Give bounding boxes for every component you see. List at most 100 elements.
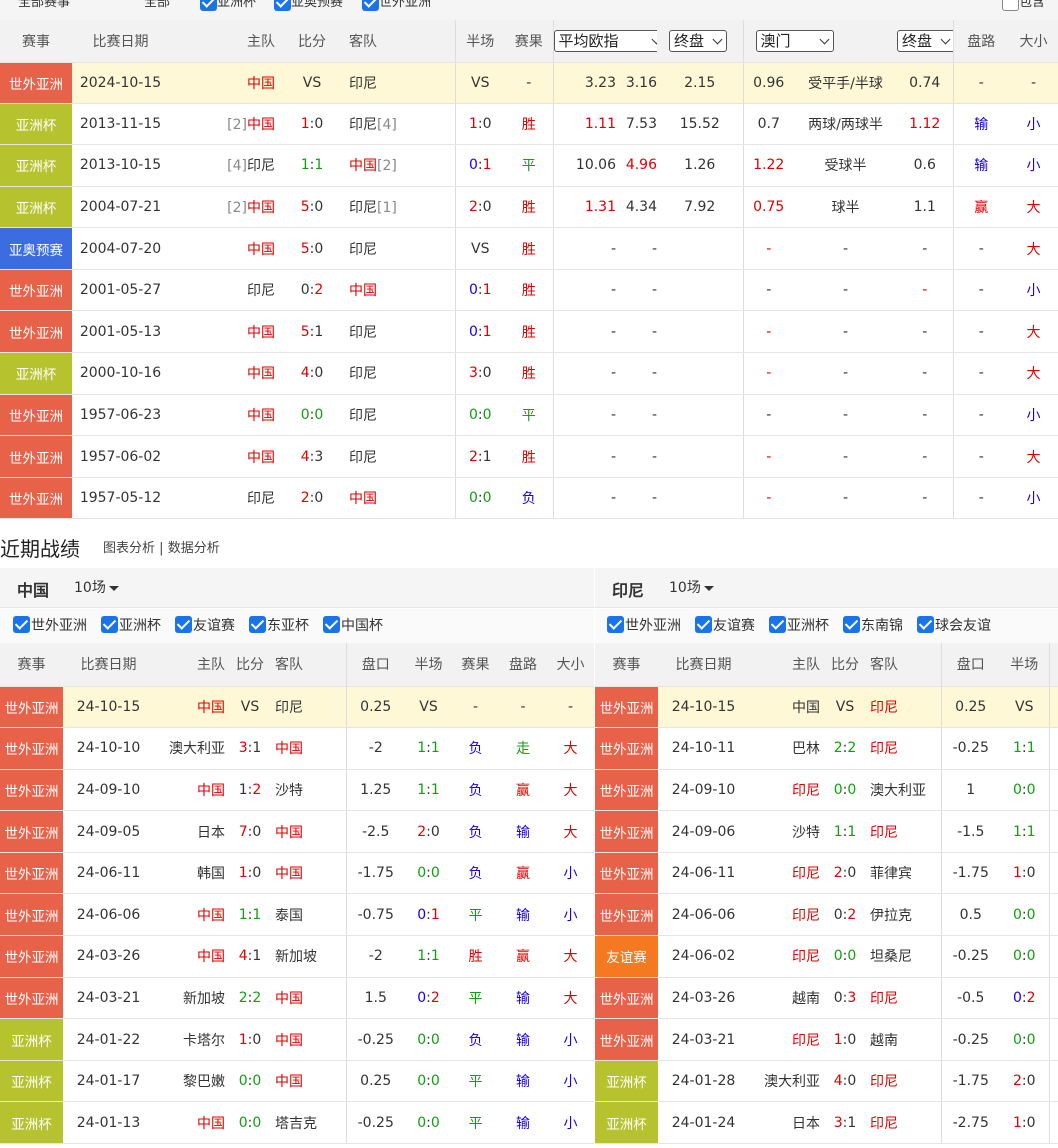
home-team[interactable]: 日本 xyxy=(197,824,225,841)
filter-all-leagues[interactable]: 全部赛事 xyxy=(18,0,71,10)
away-team[interactable]: 伊拉克 xyxy=(870,907,912,924)
away-team[interactable]: 印尼 xyxy=(870,824,898,841)
recent-row[interactable]: 世外亚洲 24-10-15 中国 VS 印尼 0.25 VS xyxy=(595,686,1058,729)
h2h-row[interactable]: 亚洲杯 2004-07-21 [2]中国 5:0 印尼[1] 2:0 胜 1.31 4.34 7.… xyxy=(0,186,1058,229)
checkbox-checked-icon[interactable] xyxy=(917,616,934,633)
data-analysis-link[interactable]: 数据分析 xyxy=(167,541,220,556)
h2h-row[interactable]: 亚奥预赛 2004-07-20 中国 5:0 印尼 VS 胜 - - - - - - 大 xyxy=(0,227,1058,270)
h2h-row[interactable]: 世外亚洲 2001-05-27 印尼 0:2 中国 0:1 胜 - - - - - - 小 xyxy=(0,269,1058,312)
checkbox-unchecked-icon[interactable] xyxy=(1002,0,1019,11)
home-team[interactable]: 中国 xyxy=(197,1115,225,1132)
home-team[interactable]: 印尼 xyxy=(792,1032,820,1049)
away-team[interactable]: 中国 xyxy=(275,1032,303,1049)
checkbox-checked-icon[interactable] xyxy=(13,616,30,633)
home-team[interactable]: 中国 xyxy=(247,449,275,466)
away-team[interactable]: 中国 xyxy=(349,158,377,175)
away-team[interactable]: 印尼 xyxy=(349,116,377,133)
home-team[interactable]: 韩国 xyxy=(197,866,225,883)
away-team[interactable]: 新加坡 xyxy=(275,949,317,966)
away-team[interactable]: 印尼 xyxy=(349,199,377,216)
home-team[interactable]: 中国 xyxy=(247,366,275,383)
recent-row[interactable]: 世外亚洲 24-03-26 越南 0:3 印尼 -0.5 0:2 xyxy=(595,977,1058,1020)
left-filter-0[interactable]: 世外亚洲 xyxy=(13,615,87,635)
home-team[interactable]: 中国 xyxy=(197,907,225,924)
right-filter-2[interactable]: 亚洲杯 xyxy=(769,615,829,635)
home-team[interactable]: 中国 xyxy=(247,75,275,92)
home-team[interactable]: 中国 xyxy=(247,324,275,341)
left-count-select[interactable]: 10场 xyxy=(74,577,119,597)
away-team[interactable]: 印尼 xyxy=(349,75,377,92)
away-team[interactable]: 中国 xyxy=(275,824,303,841)
recent-row[interactable]: 世外亚洲 24-06-06 印尼 0:2 伊拉克 0.5 0:0 xyxy=(595,893,1058,937)
away-team[interactable]: 印尼 xyxy=(349,324,377,341)
away-team[interactable]: 中国 xyxy=(275,741,303,758)
away-team[interactable]: 泰国 xyxy=(275,907,303,924)
filter-asian-olympic[interactable]: 亚奥预赛 xyxy=(274,0,343,11)
left-filter-1[interactable]: 亚洲杯 xyxy=(101,615,161,635)
checkbox-checked-icon[interactable] xyxy=(101,616,118,633)
away-team[interactable]: 越南 xyxy=(870,1032,898,1049)
home-team[interactable]: 澳大利亚 xyxy=(169,741,225,758)
filter-asian-cup[interactable]: 亚洲杯 xyxy=(200,0,256,11)
checkbox-checked-icon[interactable] xyxy=(323,616,340,633)
away-team[interactable]: 印尼 xyxy=(349,241,377,258)
home-team[interactable]: 印尼 xyxy=(792,782,820,799)
home-team[interactable]: 中国 xyxy=(197,699,225,716)
home-team[interactable]: 印尼 xyxy=(247,491,275,508)
home-team[interactable]: 黎巴嫩 xyxy=(183,1074,225,1091)
away-team[interactable]: 中国 xyxy=(275,1074,303,1091)
h2h-row[interactable]: 世外亚洲 1957-06-02 中国 4:3 印尼 2:1 胜 - - - - - - 大 xyxy=(0,435,1058,478)
checkbox-checked-icon[interactable] xyxy=(843,616,860,633)
home-team[interactable]: 印尼 xyxy=(247,158,275,175)
recent-row[interactable]: 世外亚洲 24-03-21 印尼 1:0 越南 -0.25 0:0 xyxy=(595,1018,1058,1061)
filter-all[interactable]: 全部 xyxy=(144,0,171,10)
recent-row[interactable]: 友谊赛 24-06-02 印尼 0:0 坦桑尼 -0.25 0:0 xyxy=(595,935,1058,978)
home-team[interactable]: 沙特 xyxy=(792,824,820,841)
home-team[interactable]: 澳大利亚 xyxy=(764,1074,820,1091)
h2h-row[interactable]: 世外亚洲 2001-05-13 中国 5:1 印尼 0:1 胜 - - - - - - 大 xyxy=(0,310,1058,354)
checkbox-checked-icon[interactable] xyxy=(607,616,624,633)
right-filter-1[interactable]: 友谊赛 xyxy=(695,615,755,635)
checkbox-checked-icon[interactable] xyxy=(769,616,786,633)
checkbox-checked-icon[interactable] xyxy=(695,616,712,633)
checkbox-checked-icon[interactable] xyxy=(200,0,217,11)
recent-row[interactable]: 亚洲杯 24-01-17 黎巴嫩 0:0 中国 0.25 0:0 平输小 xyxy=(0,1060,594,1103)
recent-row[interactable]: 世外亚洲 24-06-11 印尼 2:0 菲律宾 -1.75 1:0 xyxy=(595,852,1058,895)
away-team[interactable]: 印尼 xyxy=(349,366,377,383)
right-filter-4[interactable]: 球会友谊 xyxy=(917,615,991,635)
home-team[interactable]: 中国 xyxy=(247,116,275,133)
away-team[interactable]: 印尼 xyxy=(870,741,898,758)
recent-row[interactable]: 世外亚洲 24-09-06 沙特 1:1 印尼 -1.5 1:1 xyxy=(595,810,1058,853)
away-team[interactable]: 印尼 xyxy=(870,699,898,716)
home-team[interactable]: 印尼 xyxy=(792,866,820,883)
recent-row[interactable]: 世外亚洲 24-03-21 新加坡 2:2 中国 1.5 0:2 平输大 xyxy=(0,977,594,1020)
recent-row[interactable]: 世外亚洲 24-09-10 中国 1:2 沙特 1.25 1:1 负赢大 xyxy=(0,769,594,812)
h2h-row[interactable]: 亚洲杯 2013-10-15 [4]印尼 1:1 中国[2] 0:1 平 10.06 4.96 1… xyxy=(0,144,1058,187)
recent-row[interactable]: 亚洲杯 24-01-24 日本 3:1 印尼 -2.75 1:0 xyxy=(595,1101,1058,1145)
filter-include[interactable]: 包含 xyxy=(1002,0,1045,11)
h2h-row[interactable]: 世外亚洲 2024-10-15 中国 VS 印尼 VS -3.23 3.16 2.15 0.96 受… xyxy=(0,62,1058,104)
recent-row[interactable]: 世外亚洲 24-10-15 中国 VS 印尼 0.25 VS - - - xyxy=(0,686,594,729)
away-team[interactable]: 印尼 xyxy=(349,407,377,424)
away-team[interactable]: 印尼 xyxy=(870,1115,898,1132)
away-team[interactable]: 菲律宾 xyxy=(870,866,912,883)
left-filter-4[interactable]: 中国杯 xyxy=(323,615,383,635)
away-team[interactable]: 中国 xyxy=(275,866,303,883)
recent-row[interactable]: 世外亚洲 24-10-10 澳大利亚 3:1 中国 -2 1:1 负走大 xyxy=(0,727,594,770)
recent-row[interactable]: 世外亚洲 24-09-10 印尼 0:0 澳大利亚 1 0:0 xyxy=(595,769,1058,812)
odds-type-select-2[interactable]: 终盘 xyxy=(897,29,953,52)
away-team[interactable]: 印尼 xyxy=(275,699,303,716)
recent-row[interactable]: 世外亚洲 24-09-05 日本 7:0 中国 -2.5 2:0 负输大 xyxy=(0,810,594,853)
recent-row[interactable]: 世外亚洲 24-06-06 中国 1:1 泰国 -0.75 0:1 平输小 xyxy=(0,893,594,937)
home-team[interactable]: 中国 xyxy=(792,699,820,716)
home-team[interactable]: 中国 xyxy=(247,241,275,258)
home-team[interactable]: 新加坡 xyxy=(183,990,225,1007)
odds-select[interactable]: 平均欧指 xyxy=(554,29,657,52)
home-team[interactable]: 巴林 xyxy=(792,741,820,758)
away-team[interactable]: 澳大利亚 xyxy=(870,782,926,799)
chart-analysis-link[interactable]: 图表分析 xyxy=(103,541,156,556)
recent-row[interactable]: 亚洲杯 24-01-13 中国 0:0 塔吉克 -0.25 0:0 平输小 xyxy=(0,1101,594,1145)
home-team[interactable]: 越南 xyxy=(792,990,820,1007)
home-team[interactable]: 卡塔尔 xyxy=(183,1032,225,1049)
checkbox-checked-icon[interactable] xyxy=(175,616,192,633)
